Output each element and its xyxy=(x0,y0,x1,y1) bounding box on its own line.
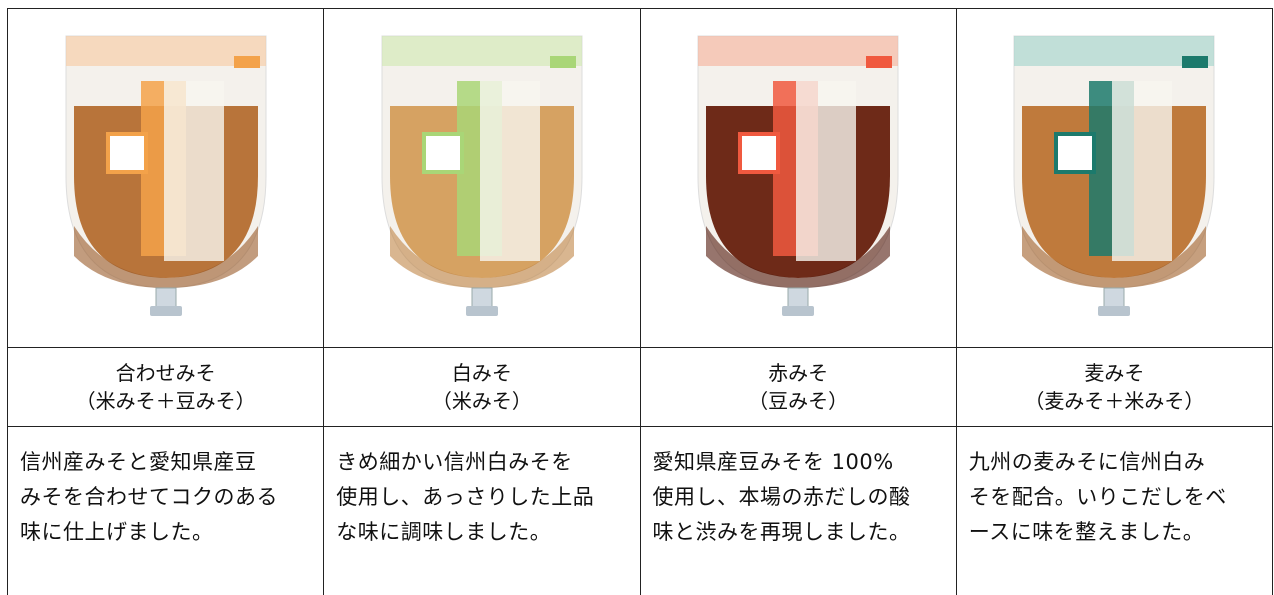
description-line: 味に仕上げました。 xyxy=(20,515,313,550)
tab xyxy=(234,56,260,68)
table: 合わせみそ（米みそ＋豆みそ）白みそ（米みそ）赤みそ（豆みそ）麦みそ（麦みそ＋米み… xyxy=(7,8,1273,595)
product-name: 麦みそ xyxy=(957,359,1272,387)
description-cell: 愛知県産豆みそを 100%使用し、本場の赤だしの酸味と渋みを再現しました。 xyxy=(640,427,956,595)
name-cell: 合わせみそ（米みそ＋豆みそ） xyxy=(8,348,324,427)
description-cell: 九州の麦みそに信州白みそを配合。いりこだしをベースに味を整えました。 xyxy=(956,427,1272,595)
label-sheet xyxy=(480,81,540,261)
name-cell: 麦みそ（麦みそ＋米みそ） xyxy=(956,348,1272,427)
image-row xyxy=(8,9,1273,348)
label-square xyxy=(740,134,778,172)
product-name: 合わせみそ xyxy=(8,359,323,387)
description-line: な味に調味しました。 xyxy=(336,515,629,550)
label-sheet xyxy=(164,81,224,261)
name-cell: 白みそ（米みそ） xyxy=(324,348,640,427)
label-square xyxy=(108,134,146,172)
label-sheet xyxy=(796,81,856,261)
package-image xyxy=(678,26,918,326)
description-line: みそを合わせてコクのある xyxy=(20,480,313,515)
label-square xyxy=(424,134,462,172)
spout-cap xyxy=(466,306,498,316)
description-line: 信州産みそと愛知県産豆 xyxy=(20,445,313,480)
description-line: きめ細かい信州白みそを xyxy=(336,445,629,480)
description-row: 信州産みそと愛知県産豆みそを合わせてコクのある味に仕上げました。きめ細かい信州白… xyxy=(8,427,1273,595)
tab xyxy=(550,56,576,68)
description-line: そを配合。いりこだしをベ xyxy=(969,480,1262,515)
page: {"products": [ {"name": "合わせみそ", "type":… xyxy=(0,0,1274,573)
description-cell: きめ細かい信州白みそを使用し、あっさりした上品な味に調味しました。 xyxy=(324,427,640,595)
description-line: 愛知県産豆みそを 100% xyxy=(653,445,946,480)
label-square xyxy=(1056,134,1094,172)
description-line: 使用し、本場の赤だしの酸 xyxy=(653,480,946,515)
spout-cap xyxy=(1098,306,1130,316)
spout-cap xyxy=(782,306,814,316)
image-cell xyxy=(640,9,956,348)
label-sheet xyxy=(1112,81,1172,261)
description-line: 味と渋みを再現しました。 xyxy=(653,515,946,550)
package-image xyxy=(362,26,602,326)
description-line: 使用し、あっさりした上品 xyxy=(336,480,629,515)
product-type: （豆みそ） xyxy=(641,387,956,415)
product-table: 合わせみそ（米みそ＋豆みそ）白みそ（米みそ）赤みそ（豆みそ）麦みそ（麦みそ＋米み… xyxy=(7,8,1273,595)
package-image xyxy=(994,26,1234,326)
description-line: ースに味を整えました。 xyxy=(969,515,1262,550)
description-cell: 信州産みそと愛知県産豆みそを合わせてコクのある味に仕上げました。 xyxy=(8,427,324,595)
tab xyxy=(866,56,892,68)
package-image xyxy=(46,26,286,326)
image-cell xyxy=(324,9,640,348)
name-cell: 赤みそ（豆みそ） xyxy=(640,348,956,427)
product-type: （米みそ＋豆みそ） xyxy=(8,387,323,415)
description-line: 九州の麦みそに信州白み xyxy=(969,445,1262,480)
product-type: （麦みそ＋米みそ） xyxy=(957,387,1272,415)
name-row: 合わせみそ（米みそ＋豆みそ）白みそ（米みそ）赤みそ（豆みそ）麦みそ（麦みそ＋米み… xyxy=(8,348,1273,427)
product-name: 白みそ xyxy=(324,359,639,387)
product-type: （米みそ） xyxy=(324,387,639,415)
image-cell xyxy=(8,9,324,348)
spout-cap xyxy=(150,306,182,316)
product-name: 赤みそ xyxy=(641,359,956,387)
tab xyxy=(1182,56,1208,68)
image-cell xyxy=(956,9,1272,348)
